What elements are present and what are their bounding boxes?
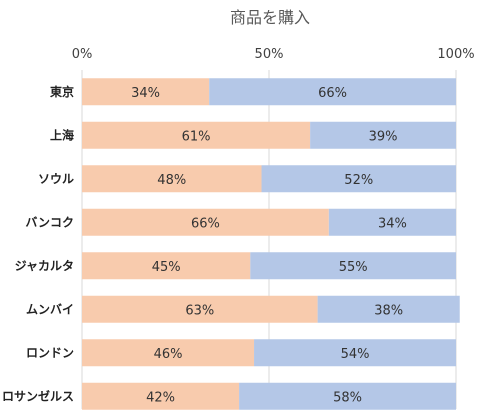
data-label: 45% (152, 260, 181, 275)
category-label: ソウル (38, 172, 74, 186)
bar-segment (82, 165, 262, 193)
bar-segment (82, 339, 255, 367)
category-label: バンコク (25, 215, 74, 229)
data-label: 54% (341, 347, 370, 362)
data-label: 34% (378, 216, 407, 231)
data-label: 61% (182, 129, 211, 144)
bar-segment (82, 208, 329, 236)
x-tick-label: 0% (72, 47, 93, 62)
bars (82, 78, 460, 410)
category-label: 東京 (50, 84, 74, 99)
data-labels: 34% 66% 61% 39% 48% 52% 66% 34% 45% 55% 63% 38% 46% 5… (131, 86, 407, 406)
data-label: 63% (185, 303, 214, 318)
data-label: 46% (154, 347, 183, 362)
bar-segment (239, 382, 456, 410)
bar-segment (254, 339, 456, 367)
category-label: ロサンゼルス (2, 388, 74, 403)
data-label: 55% (339, 260, 368, 275)
bar-segment (82, 295, 318, 323)
bar-segment (82, 78, 210, 106)
bar-segment (310, 121, 456, 149)
bar-segment (250, 252, 456, 280)
data-label: 38% (374, 303, 403, 318)
data-label: 39% (369, 129, 398, 144)
data-label: 52% (344, 173, 373, 188)
chart-title: 商品を購入 (230, 8, 310, 27)
bar-segment (328, 208, 456, 236)
data-label: 48% (157, 173, 186, 188)
data-label: 66% (191, 216, 220, 231)
category-label: ジャカルタ (15, 259, 74, 273)
x-axis-ticks: 0% 50% 100% (72, 47, 475, 62)
bar-segment (317, 295, 460, 323)
category-label: ロンドン (26, 346, 74, 360)
data-label: 66% (318, 86, 347, 101)
category-label: 上海 (50, 127, 74, 142)
bar-segment (82, 121, 311, 149)
x-tick-label: 50% (255, 47, 284, 62)
data-label: 58% (333, 390, 362, 405)
bar-segment (82, 382, 240, 410)
bar-segment (209, 78, 456, 106)
x-tick-label: 100% (437, 47, 474, 62)
data-label: 42% (146, 390, 175, 405)
bar-segment (82, 252, 251, 280)
bar-segment (261, 165, 456, 193)
category-label: ムンバイ (26, 302, 74, 316)
data-label: 34% (131, 86, 160, 101)
